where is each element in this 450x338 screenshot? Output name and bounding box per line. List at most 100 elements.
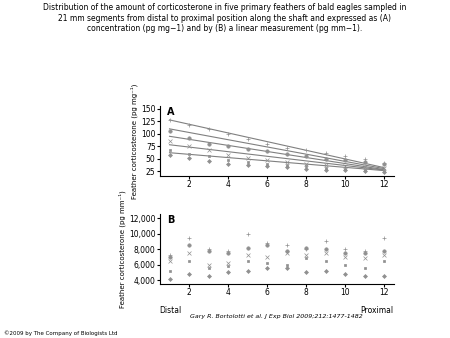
Point	[361, 159, 368, 164]
Point	[342, 166, 349, 171]
Point	[302, 166, 310, 171]
Point	[244, 160, 251, 165]
Point	[263, 157, 270, 162]
Text: Distal: Distal	[160, 306, 182, 315]
Point	[342, 262, 349, 267]
Point	[185, 235, 193, 240]
Point	[166, 139, 173, 144]
Point	[283, 145, 290, 150]
Point	[302, 256, 310, 261]
Point	[185, 144, 193, 149]
Point	[322, 239, 329, 244]
Point	[283, 159, 290, 164]
Point	[263, 161, 270, 166]
Point	[166, 268, 173, 273]
Point	[361, 250, 368, 256]
Point	[166, 152, 173, 158]
Point	[205, 153, 212, 159]
Point	[166, 258, 173, 263]
Point	[225, 144, 232, 149]
Point	[263, 243, 270, 248]
Point	[361, 167, 368, 172]
Point	[244, 231, 251, 236]
Point	[263, 163, 270, 169]
Point	[185, 271, 193, 276]
Point	[380, 167, 387, 173]
Point	[342, 153, 349, 159]
Point	[185, 258, 193, 263]
Point	[283, 266, 290, 271]
Point	[380, 273, 387, 279]
Point	[225, 158, 232, 163]
Text: ©2009 by The Company of Biologists Ltd: ©2009 by The Company of Biologists Ltd	[4, 331, 118, 336]
Point	[205, 246, 212, 252]
Point	[225, 250, 232, 256]
Point	[263, 141, 270, 146]
Point	[205, 147, 212, 152]
Point	[225, 248, 232, 254]
Point	[283, 262, 290, 267]
Point	[322, 258, 329, 263]
Point	[380, 161, 387, 166]
Point	[302, 153, 310, 159]
Point	[342, 254, 349, 260]
Point	[263, 148, 270, 154]
Point	[361, 266, 368, 271]
Point	[380, 252, 387, 258]
Point	[361, 273, 368, 279]
Point	[361, 164, 368, 170]
Point	[263, 260, 270, 266]
Point	[361, 168, 368, 174]
Point	[342, 167, 349, 173]
Point	[302, 163, 310, 169]
Point	[322, 162, 329, 167]
Point	[225, 161, 232, 166]
Point	[244, 162, 251, 167]
Point	[361, 156, 368, 161]
Point	[380, 248, 387, 254]
Point	[361, 256, 368, 261]
Point	[225, 263, 232, 269]
Text: Proximal: Proximal	[360, 306, 394, 315]
Point	[185, 250, 193, 256]
Point	[302, 270, 310, 275]
Point	[185, 122, 193, 127]
Point	[244, 136, 251, 142]
Point	[263, 266, 270, 271]
Point	[185, 151, 193, 156]
Y-axis label: Feather corticosterone (pg mg⁻¹): Feather corticosterone (pg mg⁻¹)	[131, 83, 138, 199]
Point	[283, 248, 290, 254]
Point	[342, 250, 349, 256]
Point	[205, 266, 212, 271]
Point	[380, 169, 387, 175]
Point	[322, 150, 329, 155]
Point	[322, 167, 329, 172]
Point	[342, 246, 349, 252]
Point	[225, 270, 232, 275]
Point	[205, 262, 212, 267]
Point	[166, 129, 173, 134]
Point	[283, 243, 290, 248]
Point	[322, 250, 329, 256]
Point	[205, 126, 212, 131]
Point	[322, 268, 329, 273]
Point	[225, 152, 232, 158]
Point	[205, 248, 212, 254]
Point	[244, 258, 251, 263]
Text: Distribution of the amount of corticosterone in five primary feathers of bald ea: Distribution of the amount of corticoste…	[43, 3, 407, 33]
Point	[380, 235, 387, 240]
Point	[322, 246, 329, 252]
Point	[244, 146, 251, 151]
Point	[322, 156, 329, 161]
Point	[263, 240, 270, 246]
Y-axis label: Feather corticosterone (pg mm⁻¹): Feather corticosterone (pg mm⁻¹)	[119, 190, 126, 308]
Point	[322, 165, 329, 170]
Point	[283, 151, 290, 156]
Point	[302, 246, 310, 252]
Point	[244, 268, 251, 273]
Point	[342, 157, 349, 162]
Point	[380, 165, 387, 170]
Point	[244, 252, 251, 258]
Point	[302, 147, 310, 152]
Point	[166, 147, 173, 152]
